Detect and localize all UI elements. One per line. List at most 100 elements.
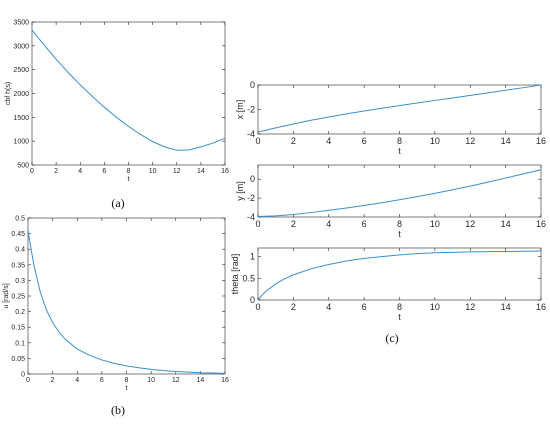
y-tick-label: 0.25 <box>11 294 25 301</box>
y-tick-label: 3500 <box>13 20 29 27</box>
y-tick-label: 0.05 <box>11 356 25 363</box>
x-tick-label: 4 <box>78 168 82 175</box>
chart-panel-c1: 0 2 4 6 8 10 12 14 16 -4 -2 0 t x [m] <box>235 80 546 156</box>
x-tick-label: 16 <box>221 168 229 175</box>
x-tick-label: 14 <box>197 168 205 175</box>
y-tick-label: 0.5 <box>242 273 255 283</box>
x-axis-label: t <box>398 229 401 239</box>
y-tick-label: 1 <box>250 252 255 262</box>
x-tick-label: 16 <box>536 302 546 312</box>
plot-frame <box>257 164 542 218</box>
chart-panel-c3: 0 2 4 6 8 10 12 14 16 0 0.5 1 t theta [rad] (c) <box>230 247 546 345</box>
x-tick-label: 8 <box>397 302 402 312</box>
y-tick-label: 0.3 <box>15 278 25 285</box>
x-axis-label: t <box>398 312 401 322</box>
x-tick-label: 14 <box>196 377 204 384</box>
x-tick-label: 2 <box>51 377 55 384</box>
y-tick-label: 1000 <box>13 139 29 146</box>
y-tick-label: -4 <box>247 129 255 139</box>
x-axis-label: t <box>128 176 130 183</box>
x-tick-label: 10 <box>430 302 440 312</box>
x-tick-label: 12 <box>465 136 475 146</box>
subfigure-caption: (a) <box>111 196 124 210</box>
y-tick-label: -2 <box>247 193 255 203</box>
subfigure-caption: (b) <box>111 403 125 417</box>
x-tick-label: 6 <box>362 219 367 229</box>
series-line <box>257 250 542 301</box>
x-tick-label: 2 <box>291 302 296 312</box>
x-tick-label: 10 <box>430 219 440 229</box>
y-tick-label: 0.45 <box>11 231 25 238</box>
y-axis-label: y [m] <box>235 181 245 201</box>
y-tick-label: 0.2 <box>15 309 25 316</box>
y-tick-label: 0.4 <box>15 247 25 254</box>
y-tick-label: 0.1 <box>15 340 25 347</box>
x-tick-label: 0 <box>26 377 30 384</box>
x-axis-label: t <box>398 146 401 156</box>
x-tick-label: 4 <box>326 136 331 146</box>
x-tick-label: 16 <box>536 219 546 229</box>
x-tick-label: 10 <box>149 168 157 175</box>
x-tick-label: 8 <box>397 219 402 229</box>
x-tick-label: 6 <box>102 168 106 175</box>
x-tick-label: 0 <box>255 302 260 312</box>
y-tick-label: -4 <box>247 212 255 222</box>
x-tick-label: 6 <box>362 136 367 146</box>
x-tick-label: 0 <box>30 168 34 175</box>
plot-frame <box>27 217 226 375</box>
y-tick-label: 1500 <box>13 115 29 122</box>
x-axis-label: t <box>126 385 128 392</box>
x-tick-label: 2 <box>54 168 58 175</box>
x-tick-label: 6 <box>362 302 367 312</box>
plot-frame <box>257 247 542 301</box>
x-tick-label: 4 <box>75 377 79 384</box>
x-tick-label: 12 <box>173 168 181 175</box>
chart-panel-a: 0 2 4 6 8 10 12 14 16 500 1000 1500 2000 2500 3000 3500… <box>5 20 229 211</box>
x-tick-label: 2 <box>291 136 296 146</box>
plot-frame <box>31 21 226 166</box>
y-tick-label: 0 <box>250 174 255 184</box>
chart-panel-b: 0 2 4 6 8 10 12 14 16 0 0.05 0.1 0.15 0.2 0.25 0.3 0.35 0… <box>3 216 229 418</box>
series-line <box>27 230 226 374</box>
y-tick-label: 0 <box>250 80 255 90</box>
subfigure-caption: (c) <box>385 331 398 345</box>
y-tick-label: 500 <box>17 163 29 170</box>
x-tick-label: 4 <box>326 219 331 229</box>
plot-frame <box>257 84 542 135</box>
x-tick-label: 10 <box>430 136 440 146</box>
y-tick-label: -2 <box>247 105 255 115</box>
y-tick-label: 0.15 <box>11 325 25 332</box>
series-line <box>257 84 542 133</box>
series-line <box>257 169 542 218</box>
y-axis-label: cbf h(s) <box>5 82 12 105</box>
y-tick-label: 0.35 <box>11 262 25 269</box>
x-tick-label: 14 <box>501 219 511 229</box>
x-tick-label: 4 <box>326 302 331 312</box>
x-tick-label: 8 <box>127 168 131 175</box>
x-tick-label: 12 <box>172 377 180 384</box>
y-tick-label: 0.5 <box>15 216 25 223</box>
x-tick-label: 16 <box>221 377 229 384</box>
x-tick-label: 14 <box>501 136 511 146</box>
x-tick-label: 8 <box>125 377 129 384</box>
y-axis-label: x [m] <box>235 100 245 120</box>
y-axis-label: theta [rad] <box>230 254 240 295</box>
x-tick-label: 10 <box>147 377 155 384</box>
y-tick-label: 0 <box>250 295 255 305</box>
x-tick-label: 0 <box>255 219 260 229</box>
chart-panel-c2: 0 2 4 6 8 10 12 14 16 -4 -2 0 t y [m] <box>235 164 546 239</box>
x-tick-label: 16 <box>536 136 546 146</box>
y-tick-label: 0 <box>21 372 25 379</box>
y-axis-label: u [rad/s] <box>3 283 10 308</box>
x-tick-label: 8 <box>397 136 402 146</box>
series-line <box>31 29 226 151</box>
x-tick-label: 12 <box>465 302 475 312</box>
x-tick-label: 14 <box>501 302 511 312</box>
y-tick-label: 2000 <box>13 91 29 98</box>
y-tick-label: 2500 <box>13 67 29 74</box>
y-tick-label: 3000 <box>13 43 29 50</box>
x-tick-label: 6 <box>100 377 104 384</box>
x-tick-label: 0 <box>255 136 260 146</box>
x-tick-label: 2 <box>291 219 296 229</box>
